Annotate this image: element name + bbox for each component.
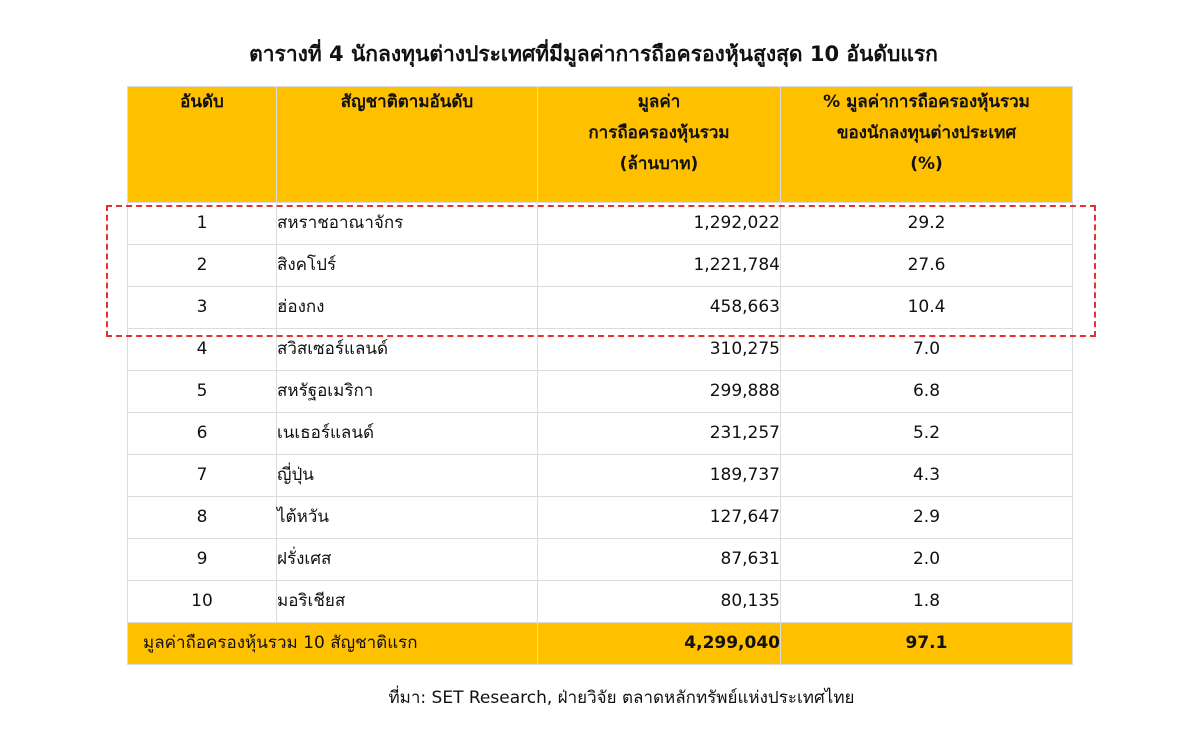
percent-cell: 27.6 xyxy=(780,244,1073,287)
value-cell: 189,737 xyxy=(537,454,781,497)
table-row: 10 มอริเชียส 80,135 1.8 xyxy=(127,580,1073,623)
value-cell: 87,631 xyxy=(537,538,781,581)
percent-cell: 5.2 xyxy=(780,412,1073,455)
country-cell: เนเธอร์แลนด์ xyxy=(276,412,538,455)
rank-cell: 10 xyxy=(127,580,277,623)
table-body: 1 สหราชอาณาจักร 1,292,022 29.2 2 สิงคโปร์ 1,22… xyxy=(127,202,1073,623)
percent-cell: 1.8 xyxy=(780,580,1073,623)
table-row: 1 สหราชอาณาจักร 1,292,022 29.2 xyxy=(127,202,1073,245)
percent-cell: 10.4 xyxy=(780,286,1073,329)
rank-cell: 9 xyxy=(127,538,277,581)
header-row: อันดับ สัญชาติตามอันดับ มูลค่า การถือครอ… xyxy=(127,86,1073,203)
percent-cell: 4.3 xyxy=(780,454,1073,497)
total-value: 4,299,040 xyxy=(537,622,781,665)
table-row: 8 ไต้หวัน 127,647 2.9 xyxy=(127,496,1073,539)
rank-cell: 1 xyxy=(127,202,277,245)
country-cell: ฝรั่งเศส xyxy=(276,538,538,581)
table-row: 9 ฝรั่งเศส 87,631 2.0 xyxy=(127,538,1073,581)
table-title: ตารางที่ 4 นักลงทุนต่างประเทศที่มีมูลค่า… xyxy=(249,42,938,66)
percent-cell: 7.0 xyxy=(780,328,1073,371)
rank-cell: 8 xyxy=(127,496,277,539)
value-cell: 1,221,784 xyxy=(537,244,781,287)
table-row: 2 สิงคโปร์ 1,221,784 27.6 xyxy=(127,244,1073,287)
rank-cell: 3 xyxy=(127,286,277,329)
foreign-investor-table: อันดับ สัญชาติตามอันดับ มูลค่า การถือครอ… xyxy=(127,86,1073,665)
value-cell: 80,135 xyxy=(537,580,781,623)
percent-cell: 2.0 xyxy=(780,538,1073,581)
value-cell: 127,647 xyxy=(537,496,781,539)
value-cell: 231,257 xyxy=(537,412,781,455)
value-cell: 299,888 xyxy=(537,370,781,413)
rank-cell: 4 xyxy=(127,328,277,371)
rank-cell: 7 xyxy=(127,454,277,497)
country-cell: มอริเชียส xyxy=(276,580,538,623)
country-cell: สหราชอาณาจักร xyxy=(276,202,538,245)
table-row: 6 เนเธอร์แลนด์ 231,257 5.2 xyxy=(127,412,1073,455)
header-rank: อันดับ xyxy=(127,86,277,203)
rank-cell: 2 xyxy=(127,244,277,287)
table-row: 4 สวิสเซอร์แลนด์ 310,275 7.0 xyxy=(127,328,1073,371)
header-percent: % มูลค่าการถือครองหุ้นรวม ของนักลงทุนต่า… xyxy=(780,86,1073,203)
percent-cell: 29.2 xyxy=(780,202,1073,245)
value-cell: 1,292,022 xyxy=(537,202,781,245)
percent-cell: 6.8 xyxy=(780,370,1073,413)
country-cell: สวิสเซอร์แลนด์ xyxy=(276,328,538,371)
table-row: 3 ฮ่องกง 458,663 10.4 xyxy=(127,286,1073,329)
country-cell: สิงคโปร์ xyxy=(276,244,538,287)
value-cell: 458,663 xyxy=(537,286,781,329)
country-cell: ฮ่องกง xyxy=(276,286,538,329)
total-percent: 97.1 xyxy=(780,622,1073,665)
table-row: 5 สหรัฐอเมริกา 299,888 6.8 xyxy=(127,370,1073,413)
source-note: ที่มา: SET Research, ฝ่ายวิจัย ตลาดหลักท… xyxy=(388,688,855,708)
value-cell: 310,275 xyxy=(537,328,781,371)
header-country: สัญชาติตามอันดับ xyxy=(276,86,538,203)
country-cell: ญี่ปุ่น xyxy=(276,454,538,497)
rank-cell: 5 xyxy=(127,370,277,413)
rank-cell: 6 xyxy=(127,412,277,455)
country-cell: ไต้หวัน xyxy=(276,496,538,539)
country-cell: สหรัฐอเมริกา xyxy=(276,370,538,413)
total-row: มูลค่าถือครองหุ้นรวม 10 สัญชาติแรก 4,299… xyxy=(127,622,1073,665)
header-value: มูลค่า การถือครองหุ้นรวม (ล้านบาท) xyxy=(537,86,781,203)
total-label: มูลค่าถือครองหุ้นรวม 10 สัญชาติแรก xyxy=(127,622,538,665)
table-row: 7 ญี่ปุ่น 189,737 4.3 xyxy=(127,454,1073,497)
percent-cell: 2.9 xyxy=(780,496,1073,539)
